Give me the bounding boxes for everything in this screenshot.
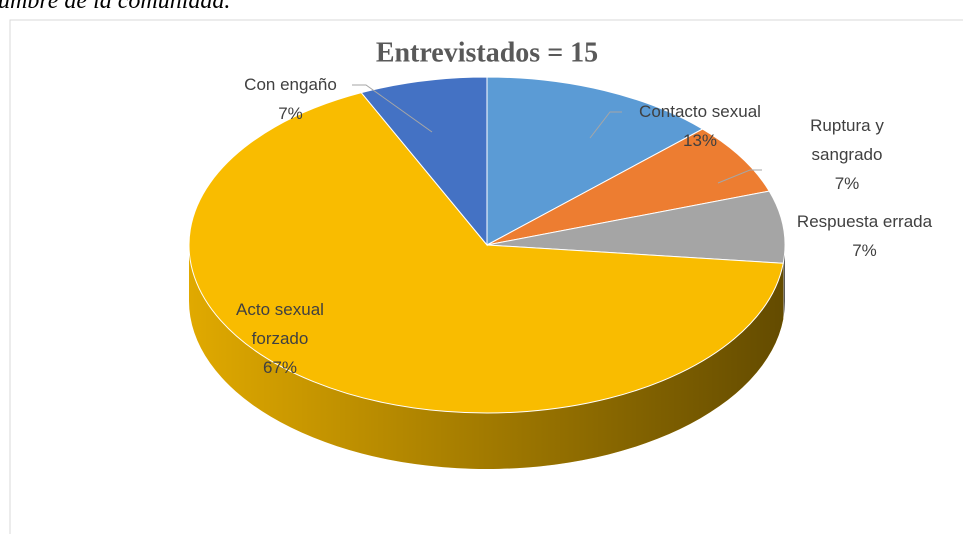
data-label: Acto sexual forzado 67% bbox=[225, 295, 335, 382]
value-label: 7% bbox=[278, 104, 303, 123]
chart-frame bbox=[9, 19, 963, 534]
category-label: Respuesta errada bbox=[796, 212, 933, 231]
data-label: Con engaño 7% bbox=[218, 70, 363, 128]
leader-line bbox=[717, 169, 762, 184]
value-label: 7% bbox=[834, 174, 860, 193]
pie-slice bbox=[486, 76, 704, 246]
category-label: Ruptura y sangrado bbox=[810, 116, 884, 164]
pie-slice bbox=[486, 190, 786, 264]
data-label: Respuesta errada 7% bbox=[772, 207, 957, 265]
leader-line bbox=[589, 111, 622, 139]
category-label: Contacto sexual bbox=[639, 102, 761, 121]
category-label: Acto sexual forzado bbox=[236, 300, 324, 348]
category-label: Con engaño bbox=[244, 75, 337, 94]
pie-slice bbox=[188, 92, 784, 414]
leader-lines bbox=[352, 84, 762, 184]
chart-title: Entrevistados = 15 bbox=[376, 37, 598, 68]
pie-slice bbox=[360, 76, 488, 247]
value-label: 13% bbox=[682, 131, 718, 150]
pie-slice bbox=[486, 128, 771, 246]
data-label: Ruptura y sangrado 7% bbox=[792, 111, 902, 198]
leader-line bbox=[352, 84, 433, 133]
value-label: 7% bbox=[852, 241, 877, 260]
caption: umbre de la comunidad. bbox=[0, 0, 231, 14]
value-label: 67% bbox=[262, 358, 298, 377]
data-label: Contacto sexual 13% bbox=[620, 97, 780, 155]
pie-side-shade bbox=[189, 245, 784, 469]
